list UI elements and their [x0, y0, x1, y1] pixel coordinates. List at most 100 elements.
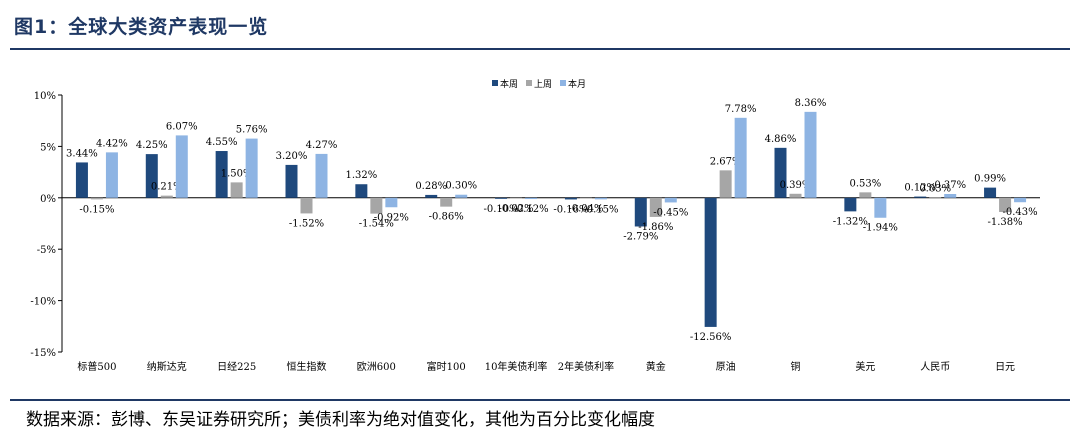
data-label: 0.03%	[919, 183, 951, 194]
bar	[774, 147, 787, 198]
data-label: -1.32%	[833, 216, 868, 227]
bar	[844, 197, 857, 212]
x-tick-label: 铜	[791, 361, 801, 373]
footer-rule	[10, 399, 1070, 401]
legend-swatch	[492, 80, 498, 86]
y-tick-label: 0%	[40, 194, 56, 205]
data-label: 3.20%	[276, 151, 308, 162]
data-label: 4.55%	[206, 137, 238, 148]
bar	[804, 111, 817, 198]
bar	[315, 153, 328, 198]
data-label: 0.37%	[934, 180, 966, 191]
bar	[579, 197, 592, 199]
legend-entry: 本月	[568, 78, 586, 90]
data-label: 4.25%	[136, 140, 168, 151]
data-label: 0.21%	[151, 182, 183, 193]
data-label: -1.38%	[987, 217, 1022, 228]
x-tick-label: 人民币	[920, 361, 950, 373]
data-label: -0.12%	[513, 204, 548, 215]
data-label: -0.16%	[553, 204, 588, 215]
y-tick-label: -10%	[30, 297, 56, 308]
source-note: 数据来源：彭博、东吴证券研究所；美债利率为绝对值变化，其他为百分比变化幅度	[26, 410, 655, 430]
y-tick-label: 5%	[40, 142, 56, 153]
bar	[495, 197, 508, 199]
x-tick-label: 日元	[995, 362, 1015, 373]
data-label: -0.10%	[483, 204, 518, 215]
bar	[649, 197, 662, 217]
bar	[285, 164, 298, 198]
bar	[90, 197, 103, 200]
y-tick-label: -5%	[37, 245, 56, 256]
x-tick-label: 2年美债利率	[558, 360, 614, 373]
data-label: 1.32%	[345, 170, 377, 181]
legend-entry: 本周	[500, 78, 518, 90]
bar	[664, 197, 677, 203]
bar	[370, 197, 383, 214]
x-tick-label: 欧洲600	[357, 361, 396, 373]
data-label: -0.45%	[653, 207, 688, 218]
bar	[789, 193, 802, 198]
bar	[245, 138, 258, 198]
data-label: -0.04%	[568, 203, 603, 214]
bar	[385, 197, 398, 208]
bar	[510, 197, 523, 199]
bar	[440, 197, 453, 207]
bar	[75, 162, 88, 198]
data-label: 0.39%	[780, 180, 812, 191]
data-label: 4.86%	[765, 134, 797, 145]
bar	[999, 197, 1012, 212]
data-label: -1.94%	[863, 223, 898, 234]
data-label: -2.79%	[623, 231, 658, 242]
bar	[230, 182, 243, 198]
data-label: 7.78%	[725, 104, 757, 115]
bar	[455, 194, 468, 198]
data-label: -0.92%	[374, 212, 409, 223]
bar	[634, 197, 647, 227]
bar	[984, 187, 997, 198]
x-tick-label: 10年美债利率	[485, 360, 548, 373]
data-label: 0.53%	[849, 178, 881, 189]
bar	[160, 195, 173, 198]
data-label: 8.36%	[795, 98, 827, 109]
bar	[105, 152, 118, 198]
data-label: 4.27%	[306, 140, 338, 151]
bar	[874, 197, 887, 218]
bar	[300, 197, 313, 214]
data-label: 1.50%	[221, 168, 253, 179]
bar	[175, 135, 188, 198]
bar	[944, 193, 957, 198]
x-tick-label: 恒生指数	[287, 360, 327, 373]
bar-chart: 10% 5% 0% -5% -10% -15% 本周 上周 本月 3.44% -0.15% 4.42%…	[30, 78, 1040, 373]
data-label: -1.52%	[289, 218, 324, 229]
bar	[355, 184, 368, 198]
data-label: 6.07%	[166, 121, 198, 132]
bar	[929, 197, 942, 199]
x-tick-label: 黄金	[646, 360, 666, 373]
data-label: 3.44%	[66, 148, 98, 159]
bar	[145, 154, 158, 198]
data-label: -0.15%	[583, 204, 618, 215]
bar	[425, 194, 438, 198]
figure-header: 图1：全球大类资产表现一览	[0, 0, 1080, 50]
data-label: 5.76%	[236, 125, 268, 136]
figure-title: 图1：全球大类资产表现一览	[14, 16, 269, 38]
y-tick-label: -15%	[30, 348, 56, 359]
data-label: 4.42%	[96, 138, 128, 149]
data-label: -0.15%	[79, 204, 114, 215]
data-label: 0.28%	[415, 181, 447, 192]
x-tick-label: 纳斯达克	[147, 360, 187, 373]
bar	[525, 197, 538, 200]
data-label: -0.43%	[1002, 207, 1037, 218]
data-label: -0.86%	[429, 212, 464, 223]
data-label: 0.12%	[904, 183, 936, 194]
data-label: -0.02%	[498, 203, 533, 214]
y-tick-label: 10%	[34, 91, 56, 102]
data-label: -1.86%	[638, 222, 673, 233]
data-label: -12.56%	[690, 332, 732, 343]
x-tick-label: 富时100	[427, 360, 466, 373]
bar	[215, 151, 228, 198]
data-label: 0.30%	[445, 181, 477, 192]
header-rule	[10, 48, 1070, 50]
legend-swatch	[560, 80, 566, 86]
bar	[1014, 197, 1027, 203]
